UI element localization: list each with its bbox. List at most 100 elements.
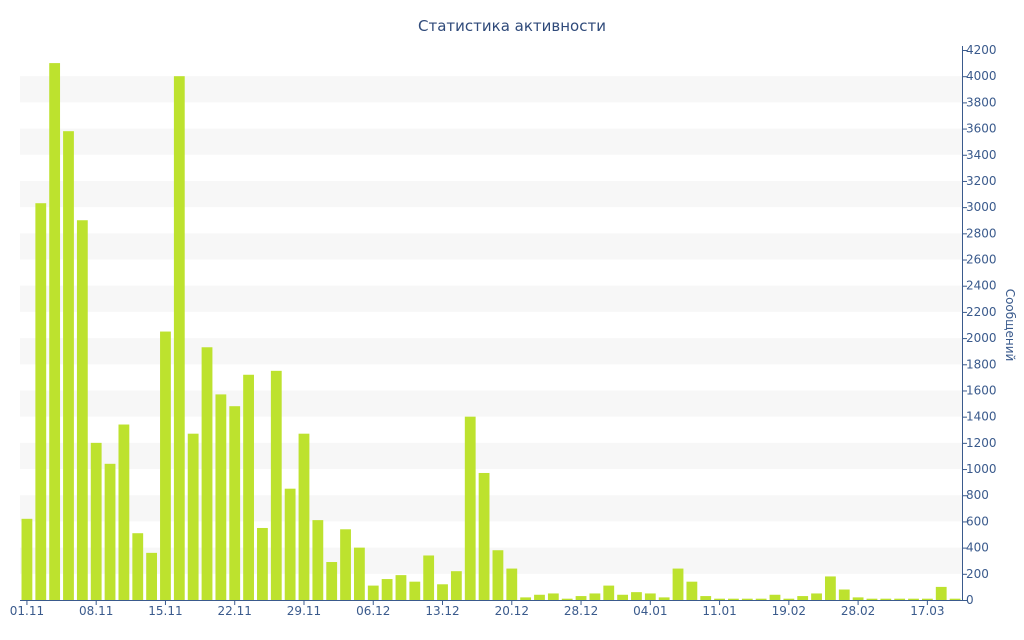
y-tick-label: 4200: [966, 43, 997, 57]
bar: [187, 433, 199, 600]
bar: [381, 579, 393, 600]
x-tick-label: 22.11: [218, 604, 252, 618]
axes: [20, 46, 963, 601]
bar: [921, 598, 933, 600]
bar: [464, 416, 476, 600]
y-tick-label: 4000: [966, 69, 997, 83]
y-tick-label: 800: [966, 488, 989, 502]
bar: [644, 593, 656, 600]
bar: [741, 598, 753, 600]
bar: [423, 555, 435, 600]
bar: [755, 598, 767, 600]
bar: [547, 593, 559, 600]
bar: [450, 571, 462, 600]
x-tick-label: 19.02: [772, 604, 806, 618]
bar: [700, 596, 712, 600]
bar: [312, 520, 324, 600]
bar: [506, 568, 518, 600]
bar: [534, 594, 545, 600]
y-tick-label: 1000: [966, 462, 997, 476]
bar: [714, 598, 725, 600]
y-tick-label: 2800: [966, 226, 997, 240]
bar: [852, 597, 864, 600]
bar: [21, 518, 33, 600]
bar: [949, 598, 961, 600]
x-tick-label: 04.01: [633, 604, 667, 618]
bar: [492, 550, 504, 600]
bar: [797, 596, 809, 600]
bar: [561, 598, 573, 600]
y-tick-label: 2000: [966, 331, 997, 345]
bar: [880, 598, 892, 600]
x-tick-label: 11.01: [702, 604, 736, 618]
y-axis-label: Сообщений: [1003, 289, 1017, 362]
bar: [49, 63, 61, 601]
grid-band: [20, 233, 962, 260]
grid-band: [20, 128, 962, 155]
bar: [340, 529, 351, 600]
grid-band: [20, 180, 962, 208]
x-tick-label: 01.11: [10, 604, 44, 618]
bar: [783, 598, 795, 600]
bar: [215, 394, 227, 600]
bar: [353, 547, 365, 600]
bar: [672, 568, 684, 600]
bar: [76, 220, 88, 601]
bar: [229, 406, 241, 600]
x-tick-label: 08.11: [79, 604, 113, 618]
bar: [409, 581, 421, 600]
bar: [838, 589, 850, 600]
bar: [243, 374, 254, 600]
bar: [686, 581, 698, 600]
x-tick-label: 13.12: [425, 604, 459, 618]
bar: [894, 598, 906, 600]
y-tick-label: 3800: [966, 95, 997, 109]
bar: [63, 131, 74, 600]
grid-band: [20, 285, 962, 312]
bar: [617, 594, 629, 600]
y-tick-label: 2400: [966, 279, 997, 293]
y-tick-label: 3200: [966, 174, 997, 188]
bar: [146, 552, 158, 600]
bar: [270, 370, 282, 600]
bar: [728, 598, 739, 600]
bar: [769, 594, 781, 600]
bar: [298, 433, 310, 600]
bar: [201, 347, 213, 600]
bar: [866, 598, 878, 600]
x-tick-label: 17.03: [910, 604, 944, 618]
chart-title: Статистика активности: [418, 17, 606, 35]
bar: [395, 575, 407, 600]
y-tick-label: 3000: [966, 200, 997, 214]
y-tick-label: 1400: [966, 410, 997, 424]
y-tick-label: 1600: [966, 383, 997, 397]
y-tick-label: 3600: [966, 122, 997, 136]
bar: [173, 76, 185, 600]
bar: [478, 472, 490, 600]
bar: [589, 593, 601, 600]
y-tick-label: 0: [966, 593, 974, 607]
bar: [132, 533, 144, 600]
x-tick-label: 29.11: [287, 604, 321, 618]
y-tick-label: 1800: [966, 357, 997, 371]
x-tick-label: 15.11: [148, 604, 182, 618]
bar: [104, 463, 116, 600]
bar: [824, 576, 836, 600]
x-axis-ticks: 01.11 08.11 15.11 22.11 29.11 06.12 13.12 20.12…: [10, 600, 945, 618]
bar: [90, 442, 102, 600]
bar: [658, 597, 670, 600]
bar: [367, 585, 379, 600]
y-tick-label: 400: [966, 541, 989, 555]
y-tick-label: 3400: [966, 148, 997, 162]
y-tick-label: 200: [966, 567, 989, 581]
bar: [631, 592, 642, 600]
bar: [935, 586, 947, 600]
bar: [284, 488, 296, 600]
y-tick-label: 2600: [966, 253, 997, 267]
grid-band: [20, 76, 962, 103]
y-tick-label: 1200: [966, 436, 997, 450]
x-tick-label: 28.02: [841, 604, 875, 618]
x-tick-label: 06.12: [356, 604, 390, 618]
x-tick-label: 20.12: [495, 604, 529, 618]
